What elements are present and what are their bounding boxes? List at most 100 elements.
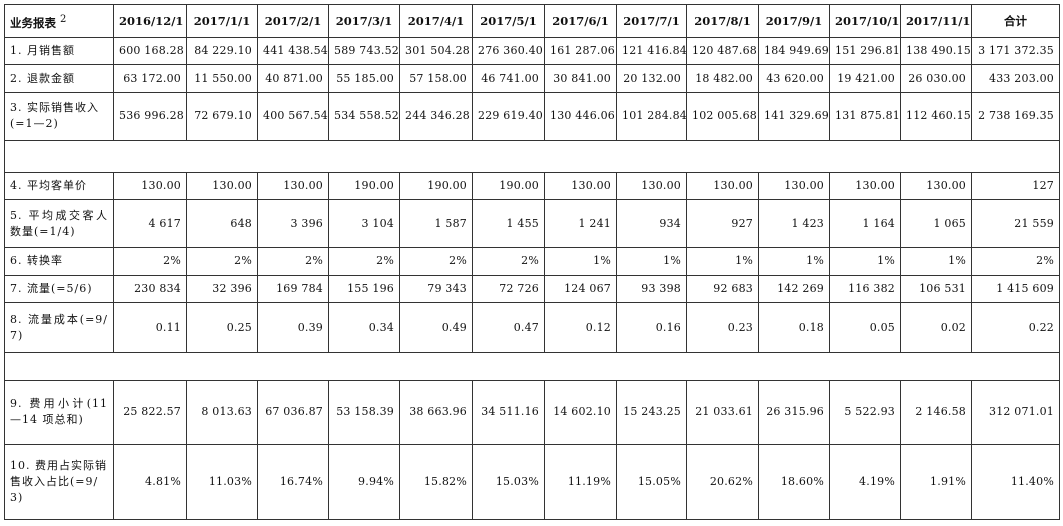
table-row: 3. 实际销售收入(=1—2) 536 996.28 72 679.10 400 56…: [4, 91, 1060, 141]
report-title-sup: 2: [60, 13, 67, 25]
table-cell: 130 446.06: [544, 91, 617, 141]
table-cell: 0.18: [758, 301, 830, 354]
table-cell: 34 511.16: [472, 379, 545, 445]
col-header: 2017/10/1: [829, 4, 901, 38]
table-row: 1. 月销售额 600 168.28 84 229.10 441 438.54 589 …: [4, 36, 1060, 66]
table-cell: 141 329.69: [758, 91, 830, 141]
col-header: 2017/5/1: [472, 4, 545, 38]
table-cell: 57 158.00: [399, 64, 473, 93]
table-cell: 0.23: [686, 301, 759, 354]
table-cell: 106 531: [900, 274, 972, 303]
table-cell: 589 743.52: [328, 36, 400, 66]
table-cell: 1%: [829, 247, 901, 276]
row-label: 9. 费用小计(11—14 项总和): [4, 379, 114, 445]
table-cell: 11.03%: [186, 443, 258, 521]
table-cell: 230 834: [113, 274, 187, 303]
table-cell: 130.00: [544, 171, 617, 201]
table-cell: 63 172.00: [113, 64, 187, 93]
table-cell: 441 438.54: [257, 36, 329, 66]
table-cell: 1%: [544, 247, 617, 276]
table-row: 7. 流量(=5/6) 230 834 32 396 169 784 155 196 79…: [4, 274, 1060, 303]
table-cell: 20.62%: [686, 443, 759, 521]
table-cell: 67 036.87: [257, 379, 329, 445]
table-cell: 229 619.40: [472, 91, 545, 141]
spacer-row: [4, 352, 1060, 381]
table-cell: 93 398: [616, 274, 687, 303]
table-cell: 130.00: [186, 171, 258, 201]
table-cell: 102 005.68: [686, 91, 759, 141]
col-header: 2017/6/1: [544, 4, 617, 38]
table-cell: 244 346.28: [399, 91, 473, 141]
table-cell: 161 287.06: [544, 36, 617, 66]
table-cell: 2%: [472, 247, 545, 276]
table-row: 4. 平均客单价 130.00 130.00 130.00 190.00 190.00 19…: [4, 171, 1060, 201]
table-cell: 0.16: [616, 301, 687, 354]
table-cell: 0.11: [113, 301, 187, 354]
table-cell: 9.94%: [328, 443, 400, 521]
total-cell: 433 203.00: [971, 64, 1060, 93]
table-row: 5. 平均成交客人数量(=1/4) 4 617 648 3 396 3 104 1 587…: [4, 199, 1060, 249]
table-cell: 53 158.39: [328, 379, 400, 445]
table-cell: 15.82%: [399, 443, 473, 521]
table-cell: 130.00: [616, 171, 687, 201]
table-cell: 184 949.69: [758, 36, 830, 66]
col-header: 2017/7/1: [616, 4, 687, 38]
table-cell: 11.19%: [544, 443, 617, 521]
table-cell: 130.00: [758, 171, 830, 201]
table-cell: 934: [616, 199, 687, 249]
col-header: 2017/11/1: [900, 4, 972, 38]
row-label: 6. 转换率: [4, 247, 114, 276]
row-label: 1. 月销售额: [4, 36, 114, 66]
table-cell: 116 382: [829, 274, 901, 303]
table-cell: 84 229.10: [186, 36, 258, 66]
table-cell: 79 343: [399, 274, 473, 303]
header-row: 业务报表 2 2016/12/1 2017/1/1 2017/2/1 2017/…: [4, 4, 1060, 38]
row-label: 4. 平均客单价: [4, 171, 114, 201]
table-cell: 534 558.52: [328, 91, 400, 141]
table-cell: 15.03%: [472, 443, 545, 521]
table-cell: 1 241: [544, 199, 617, 249]
table-row: 2. 退款金额 63 172.00 11 550.00 40 871.00 55 185…: [4, 64, 1060, 93]
table-cell: 301 504.28: [399, 36, 473, 66]
business-report-table: 业务报表 2 2016/12/1 2017/1/1 2017/2/1 2017/…: [4, 4, 1060, 521]
table-cell: 190.00: [472, 171, 545, 201]
table-cell: 0.05: [829, 301, 901, 354]
table-cell: 38 663.96: [399, 379, 473, 445]
table-cell: 112 460.15: [900, 91, 972, 141]
row-label: 5. 平均成交客人数量(=1/4): [4, 199, 114, 249]
table-cell: 131 875.81: [829, 91, 901, 141]
table-cell: 18 482.00: [686, 64, 759, 93]
table-cell: 1%: [616, 247, 687, 276]
row-label: 2. 退款金额: [4, 64, 114, 93]
table-cell: 0.39: [257, 301, 329, 354]
table-cell: 0.34: [328, 301, 400, 354]
table-cell: 92 683: [686, 274, 759, 303]
table-cell: 25 822.57: [113, 379, 187, 445]
table-cell: 8 013.63: [186, 379, 258, 445]
spacer-cell: [4, 139, 1060, 173]
total-cell: 312 071.01: [971, 379, 1060, 445]
table-cell: 15.05%: [616, 443, 687, 521]
table-cell: 19 421.00: [829, 64, 901, 93]
table-cell: 4 617: [113, 199, 187, 249]
table-cell: 11 550.00: [186, 64, 258, 93]
table-cell: 2%: [328, 247, 400, 276]
total-cell: 127: [971, 171, 1060, 201]
total-cell: 2%: [971, 247, 1060, 276]
table-cell: 26 315.96: [758, 379, 830, 445]
table-cell: 124 067: [544, 274, 617, 303]
table-cell: 2%: [186, 247, 258, 276]
spacer-row: [4, 139, 1060, 173]
table-cell: 3 104: [328, 199, 400, 249]
table-cell: 5 522.93: [829, 379, 901, 445]
table-row: 8. 流量成本(=9/7) 0.11 0.25 0.39 0.34 0.49 0.47 0.1…: [4, 301, 1060, 354]
table-cell: 1%: [686, 247, 759, 276]
total-cell: 21 559: [971, 199, 1060, 249]
table-cell: 14 602.10: [544, 379, 617, 445]
table-cell: 0.02: [900, 301, 972, 354]
table-cell: 151 296.81: [829, 36, 901, 66]
col-header: 2017/8/1: [686, 4, 759, 38]
table-cell: 21 033.61: [686, 379, 759, 445]
total-cell: 11.40%: [971, 443, 1060, 521]
row-label: 8. 流量成本(=9/7): [4, 301, 114, 354]
